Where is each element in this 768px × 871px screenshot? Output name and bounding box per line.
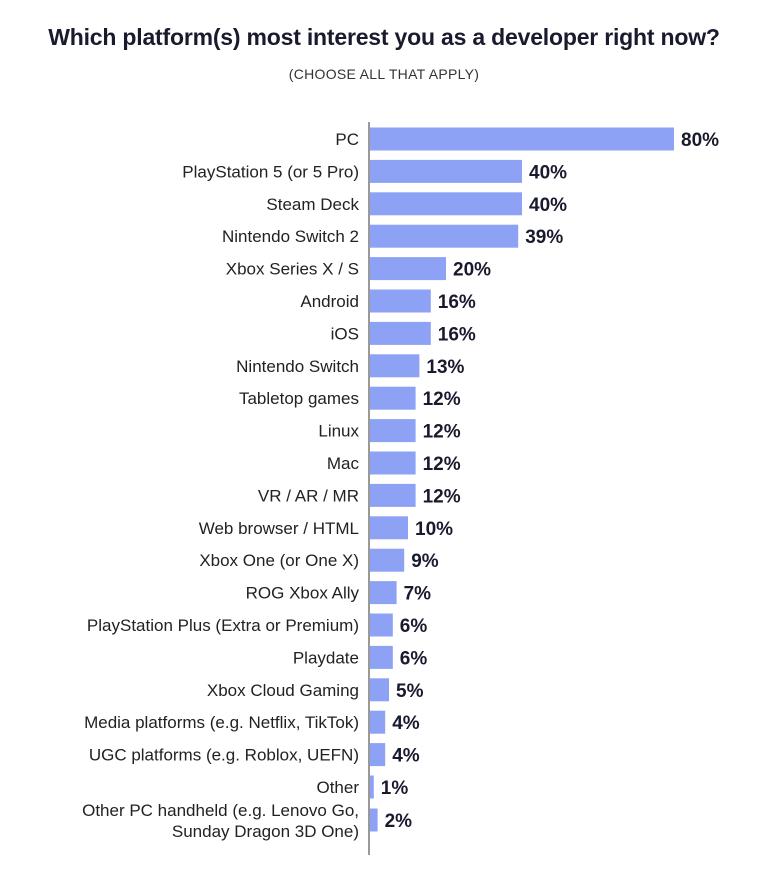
bar: [370, 192, 522, 216]
bar: [370, 710, 386, 734]
bar: [370, 483, 416, 507]
category-label: Linux: [318, 422, 359, 441]
category-label: PlayStation 5 (or 5 Pro): [182, 162, 359, 181]
value-label: 9%: [411, 551, 439, 572]
value-label: 39%: [525, 227, 563, 248]
value-label: 12%: [423, 486, 461, 507]
value-label: 40%: [529, 162, 567, 183]
value-label: 16%: [438, 292, 476, 313]
category-label: PlayStation Plus (Extra or Premium): [87, 616, 359, 635]
category-label: Xbox Cloud Gaming: [207, 681, 359, 700]
category-label: Nintendo Switch 2: [222, 227, 359, 246]
value-label: 16%: [438, 324, 476, 345]
bar: [370, 257, 446, 281]
bar: [370, 224, 519, 248]
value-label: 4%: [392, 746, 420, 767]
value-label: 5%: [396, 681, 424, 702]
bar: [370, 159, 522, 183]
bar: [370, 127, 674, 151]
bar: [370, 743, 386, 767]
category-label: Media platforms (e.g. Netflix, TikTok): [84, 713, 359, 732]
bar: [370, 548, 405, 572]
category-label: Other PC handheld (e.g. Lenovo Go, Sunday…: [82, 801, 359, 841]
category-label: PC: [335, 130, 359, 149]
category-label: VR / AR / MR: [258, 486, 359, 505]
value-label: 20%: [453, 260, 491, 281]
category-label: Nintendo Switch: [236, 357, 359, 376]
bar: [370, 613, 393, 637]
bar: [370, 451, 416, 475]
bar: [370, 354, 420, 378]
bar: [370, 775, 374, 799]
category-label: Mac: [327, 454, 360, 473]
value-label: 2%: [385, 811, 413, 832]
category-label: Android: [300, 292, 359, 311]
category-label: Other: [316, 778, 359, 797]
value-label: 12%: [423, 389, 461, 410]
bar: [370, 808, 378, 832]
value-label: 12%: [423, 454, 461, 475]
value-label: 10%: [415, 519, 453, 540]
category-label: Xbox One (or One X): [199, 551, 359, 570]
chart-title: Which platform(s) most interest you as a…: [48, 24, 720, 50]
value-label: 1%: [381, 778, 409, 799]
bar: [370, 645, 393, 669]
bar: [370, 581, 397, 605]
value-label: 6%: [400, 616, 428, 637]
bar: [370, 386, 416, 410]
bar: [370, 321, 431, 345]
category-label: UGC platforms (e.g. Roblox, UEFN): [89, 746, 359, 765]
value-label: 13%: [426, 357, 464, 378]
value-label: 12%: [423, 422, 461, 443]
value-label: 4%: [392, 713, 420, 734]
bar: [370, 516, 408, 540]
bar: [370, 678, 389, 702]
bar: [370, 419, 416, 443]
bar: [370, 289, 431, 313]
category-label: Steam Deck: [266, 195, 359, 214]
category-label: Tabletop games: [239, 389, 359, 408]
value-label: 40%: [529, 195, 567, 216]
value-label: 7%: [404, 584, 432, 605]
value-label: 6%: [400, 648, 428, 669]
category-label: Xbox Series X / S: [226, 260, 359, 279]
value-label: 80%: [681, 130, 719, 151]
category-label: iOS: [331, 324, 359, 343]
category-label: Playdate: [293, 648, 359, 667]
category-label: ROG Xbox Ally: [246, 584, 360, 603]
category-label: Web browser / HTML: [199, 519, 359, 538]
chart-subtitle: (CHOOSE ALL THAT APPLY): [288, 66, 480, 82]
